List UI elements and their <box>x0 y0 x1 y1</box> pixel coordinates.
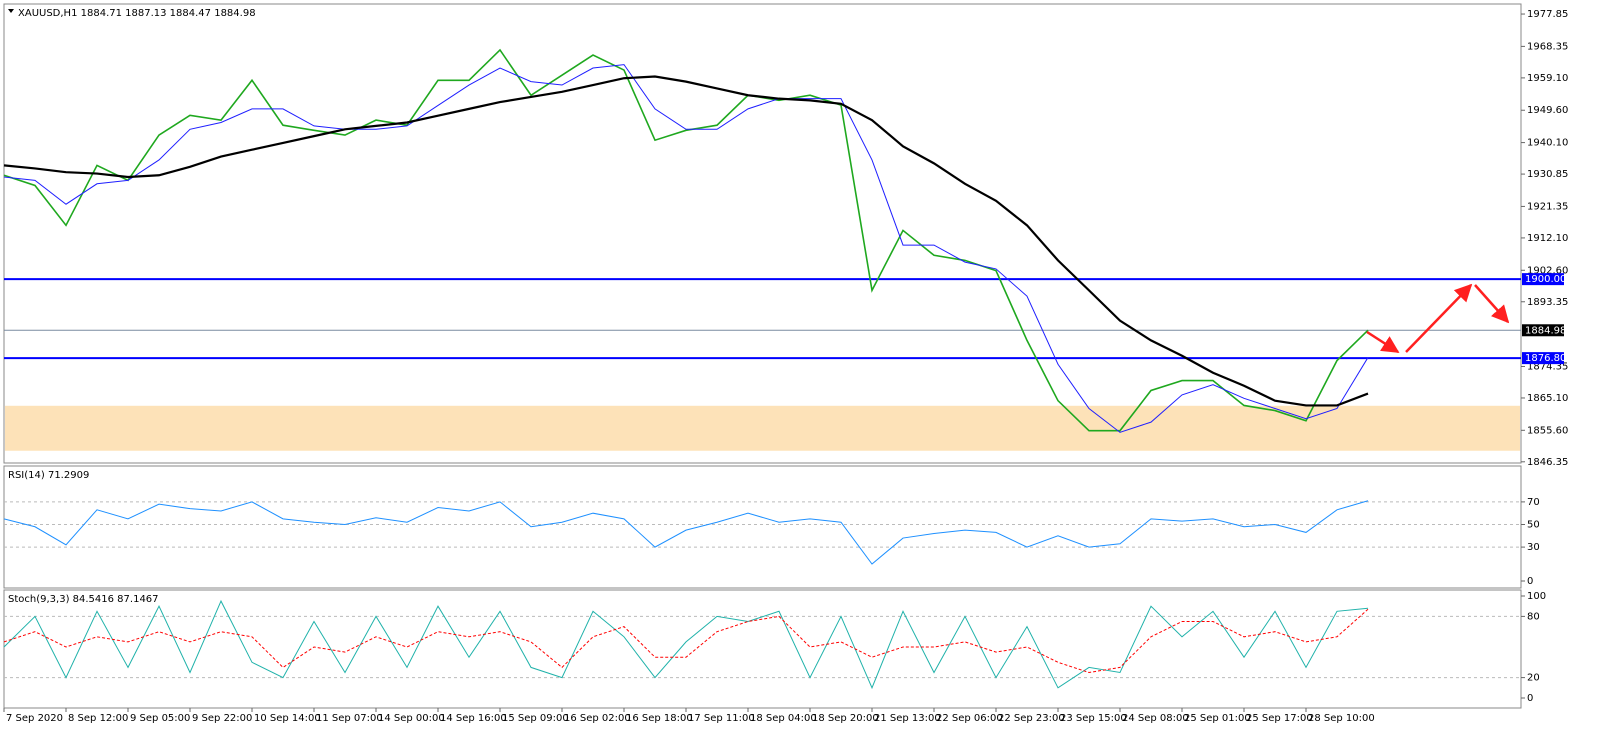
y-tick-label: 1921.35 <box>1527 201 1568 212</box>
x-tick-label: 23 Sep 15:00 <box>1060 713 1127 724</box>
x-tick-label: 9 Sep 22:00 <box>192 713 252 724</box>
y-tick-label: 50 <box>1527 520 1540 531</box>
x-tick-label: 18 Sep 04:00 <box>750 713 817 724</box>
arrow <box>1474 284 1510 324</box>
y-tick-label: 1949.60 <box>1527 105 1568 116</box>
x-tick-label: 10 Sep 14:00 <box>254 713 321 724</box>
x-tick-label: 8 Sep 12:00 <box>68 713 128 724</box>
series-line <box>3 608 1369 674</box>
x-tick-label: 15 Sep 09:00 <box>502 713 569 724</box>
x-tick-label: 25 Sep 01:00 <box>1184 713 1251 724</box>
level-label: 1884.98 <box>1525 325 1566 336</box>
level-label: 1900.00 <box>1525 274 1566 285</box>
panel-title: Stoch(9,3,3) 84.5416 87.1467 <box>8 594 159 605</box>
arrow <box>1405 283 1473 353</box>
x-tick-label: 16 Sep 18:00 <box>626 713 693 724</box>
y-tick-label: 30 <box>1527 542 1540 553</box>
x-tick-label: 14 Sep 00:00 <box>378 713 445 724</box>
series-line <box>3 64 1369 433</box>
menu-triangle <box>8 9 14 13</box>
y-tick-label: 1977.85 <box>1527 9 1568 20</box>
level-badge <box>1522 273 1564 286</box>
x-tick-label: 28 Sep 10:00 <box>1308 713 1375 724</box>
panel-title: RSI(14) 71.2909 <box>8 470 89 481</box>
y-tick-label: 1940.10 <box>1527 138 1568 149</box>
y-tick-label: 0 <box>1527 576 1533 587</box>
plot-layer: 1977.85 1968.35 1959.10 1949.60 1940.10 1930.… <box>3 3 1568 724</box>
x-tick-label: 7 Sep 2020 <box>6 713 63 724</box>
y-tick-label: 80 <box>1527 611 1540 622</box>
y-tick-label: 1968.35 <box>1527 41 1568 52</box>
x-tick-label: 22 Sep 06:00 <box>936 713 1003 724</box>
series-line <box>3 48 1369 432</box>
y-tick-label: 1865.10 <box>1527 393 1568 404</box>
y-tick-label: 1930.85 <box>1527 169 1568 180</box>
panel-title: XAUUSD,H1 1884.71 1887.13 1884.47 1884.9… <box>18 8 256 19</box>
y-tick-label: 1893.35 <box>1527 297 1568 308</box>
y-tick-label: 1902.60 <box>1527 265 1568 276</box>
y-tick-label: 0 <box>1527 693 1533 704</box>
y-tick-label: 1912.10 <box>1527 233 1568 244</box>
level-badge <box>1522 352 1564 365</box>
y-tick-label: 1874.35 <box>1527 361 1568 372</box>
x-tick-label: 22 Sep 23:00 <box>998 713 1065 724</box>
y-tick-label: 70 <box>1527 497 1540 508</box>
series-line <box>3 500 1369 565</box>
x-tick-label: 25 Sep 17:00 <box>1246 713 1313 724</box>
level-label: 1876.80 <box>1525 353 1566 364</box>
annotation-arrows <box>1366 283 1510 354</box>
series-line <box>3 75 1369 407</box>
level-badge <box>1522 324 1564 337</box>
y-tick-label: 20 <box>1527 673 1540 684</box>
support-zone <box>5 405 1520 451</box>
y-tick-label: 1855.60 <box>1527 425 1568 436</box>
y-tick-label: 100 <box>1527 591 1546 602</box>
y-tick-label: 1846.35 <box>1527 457 1568 468</box>
x-tick-label: 14 Sep 16:00 <box>440 713 507 724</box>
x-tick-label: 11 Sep 07:00 <box>316 713 383 724</box>
series-line <box>3 599 1369 690</box>
x-tick-label: 9 Sep 05:00 <box>130 713 190 724</box>
x-tick-label: 16 Sep 02:00 <box>564 713 631 724</box>
y-tick-label: 1959.10 <box>1527 73 1568 84</box>
x-tick-label: 21 Sep 13:00 <box>874 713 941 724</box>
x-tick-label: 17 Sep 11:00 <box>688 713 755 724</box>
arrow <box>1366 330 1400 354</box>
x-tick-label: 24 Sep 08:00 <box>1122 713 1189 724</box>
x-tick-label: 18 Sep 20:00 <box>812 713 879 724</box>
